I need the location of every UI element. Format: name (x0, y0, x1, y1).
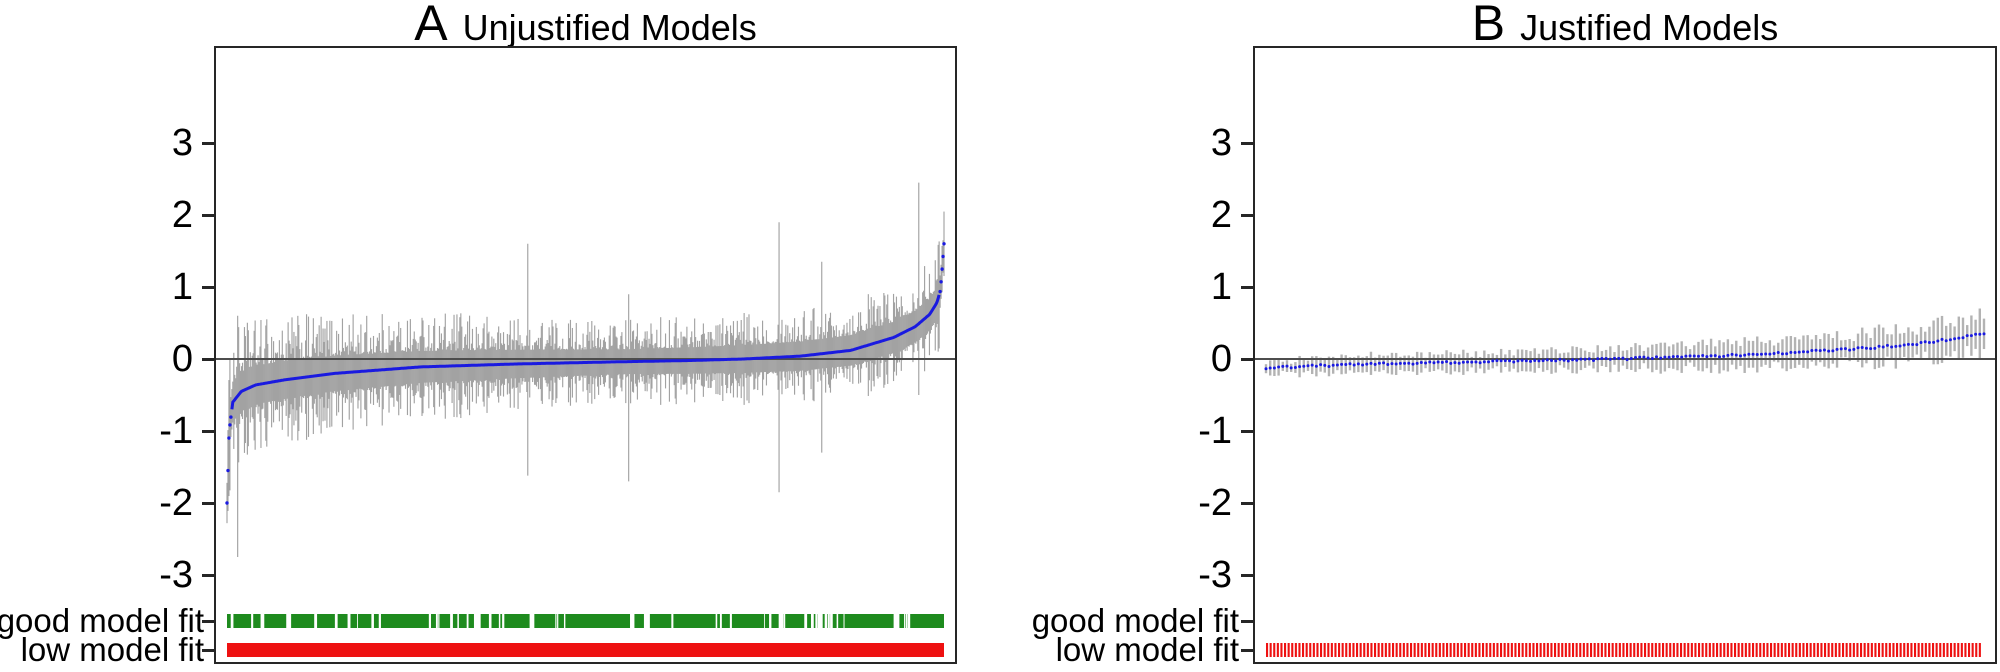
y-tick-label: -1 (1198, 410, 1232, 452)
y-tick-label: 1 (171, 266, 193, 308)
panel-b-title-text: Justified Models (1520, 7, 1779, 48)
low-fit-band-striped (1266, 643, 1981, 657)
y-tick-label: -3 (1198, 554, 1232, 596)
y-tick-label: 0 (1210, 338, 1232, 380)
y-axis-tick (1241, 501, 1255, 505)
y-axis-tick (1241, 573, 1255, 577)
y-axis-tick (202, 285, 216, 289)
error-bars (1264, 308, 1986, 378)
y-axis-tick (1241, 619, 1255, 623)
panel-a-chart (216, 182, 955, 657)
y-tick-label: -3 (159, 554, 193, 596)
panel-b-chart (1255, 308, 1995, 657)
estimate-tail-dots (225, 242, 946, 505)
y-axis-tick (1241, 285, 1255, 289)
y-axis-tick (1241, 357, 1255, 361)
panel-a-label: A (414, 0, 448, 51)
y-axis-tick (1241, 648, 1255, 652)
y-axis-tick (202, 141, 216, 145)
panel-a-title-text: Unjustified Models (462, 7, 757, 48)
y-axis-tick (1241, 213, 1255, 217)
panel-b-low-fit-label: low model fit (1055, 631, 1239, 668)
good-fit-band-gaps (230, 614, 911, 628)
y-axis-tick (1241, 141, 1255, 145)
panel-a-plot-area (214, 46, 957, 664)
low-fit-band (227, 643, 944, 657)
y-tick-label: 2 (171, 194, 193, 236)
y-tick-label: 0 (171, 338, 193, 380)
y-axis-tick (202, 573, 216, 577)
y-axis-tick (202, 429, 216, 433)
panel-a-low-fit-label: low model fit (20, 631, 204, 668)
good-fit-band (227, 614, 944, 628)
y-axis-tick (1241, 429, 1255, 433)
y-axis-tick (202, 619, 216, 623)
y-tick-label: 2 (1210, 194, 1232, 236)
panel-a-title: A Unjustified Models (216, 0, 955, 51)
y-axis-tick (202, 357, 216, 361)
y-axis-tick (202, 213, 216, 217)
panel-b-title: B Justified Models (1255, 0, 1995, 51)
y-tick-label: -2 (1198, 482, 1232, 524)
estimate-curve (230, 294, 941, 410)
panel-b-plot-area (1253, 46, 1997, 664)
y-axis-tick (202, 648, 216, 652)
estimate-dotted-curve (1264, 332, 1986, 371)
panel-b-label: B (1471, 0, 1506, 51)
panel-a-good-fit-label: good model fit (0, 602, 204, 639)
y-tick-label: -1 (159, 410, 193, 452)
y-tick-label: -2 (159, 482, 193, 524)
y-tick-label: 1 (1210, 266, 1232, 308)
error-bars (226, 182, 945, 557)
y-tick-label: 3 (171, 122, 193, 164)
panel-b-good-fit-label: good model fit (1031, 602, 1239, 639)
y-axis-tick (202, 501, 216, 505)
y-tick-label: 3 (1210, 122, 1232, 164)
